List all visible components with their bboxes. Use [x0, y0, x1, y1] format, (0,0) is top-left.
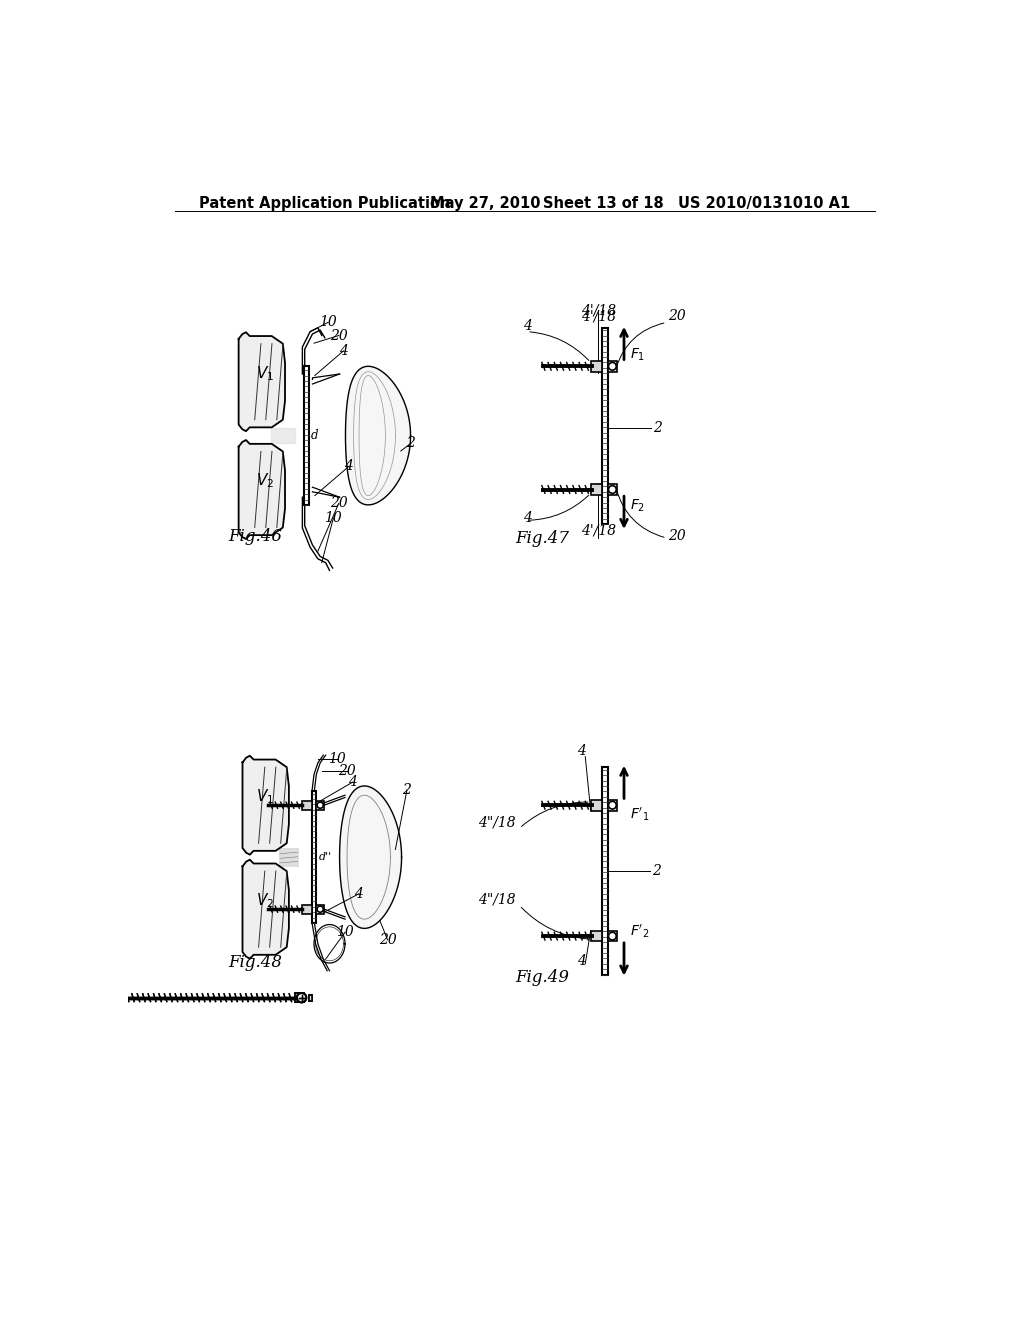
- Circle shape: [608, 486, 616, 494]
- Circle shape: [608, 932, 616, 940]
- Bar: [607, 931, 617, 941]
- Text: 4"/18: 4"/18: [478, 816, 515, 830]
- Text: 4: 4: [577, 954, 586, 969]
- Text: 20: 20: [379, 933, 396, 946]
- Polygon shape: [340, 785, 401, 928]
- Polygon shape: [239, 440, 285, 539]
- Text: d'': d'': [318, 853, 332, 862]
- Bar: [280, 847, 299, 867]
- Text: 4'/18: 4'/18: [581, 309, 616, 323]
- Bar: [302, 800, 311, 810]
- Bar: [295, 993, 304, 1002]
- Text: 2: 2: [653, 421, 663, 434]
- Circle shape: [317, 906, 324, 912]
- Polygon shape: [239, 333, 285, 432]
- Text: $V_1$: $V_1$: [256, 787, 274, 807]
- Text: $V_2$: $V_2$: [256, 471, 274, 490]
- Bar: [591, 800, 601, 810]
- Bar: [601, 767, 607, 974]
- Text: 4"/18: 4"/18: [478, 892, 515, 907]
- Polygon shape: [345, 367, 411, 504]
- Text: $F_2$: $F_2$: [630, 498, 645, 513]
- Polygon shape: [243, 756, 289, 854]
- Text: 4: 4: [348, 775, 357, 789]
- Text: 4'/18: 4'/18: [581, 523, 616, 537]
- Bar: [302, 904, 311, 913]
- Polygon shape: [271, 428, 295, 444]
- Text: $F_1$: $F_1$: [630, 347, 645, 363]
- Circle shape: [297, 993, 306, 1002]
- Bar: [311, 792, 316, 923]
- Bar: [607, 800, 617, 810]
- Text: d: d: [311, 429, 318, 442]
- Text: 10: 10: [336, 925, 354, 940]
- Text: 20: 20: [330, 496, 348, 511]
- Bar: [308, 995, 312, 1001]
- Text: Fig.49: Fig.49: [515, 969, 569, 986]
- Text: 4'/18: 4'/18: [581, 304, 616, 318]
- Text: Fig.48: Fig.48: [228, 954, 283, 972]
- Text: Fig.47: Fig.47: [515, 531, 569, 548]
- Bar: [601, 327, 607, 524]
- Text: May 27, 2010: May 27, 2010: [430, 195, 541, 211]
- Circle shape: [608, 363, 616, 370]
- Circle shape: [317, 803, 324, 808]
- Text: 2: 2: [407, 437, 416, 450]
- Text: 4: 4: [339, 345, 348, 358]
- Text: Sheet 13 of 18: Sheet 13 of 18: [543, 195, 664, 211]
- Circle shape: [608, 801, 616, 809]
- Text: 4: 4: [523, 511, 532, 525]
- Bar: [304, 367, 308, 506]
- Bar: [308, 995, 312, 1001]
- Bar: [316, 800, 324, 810]
- Text: 2: 2: [652, 863, 660, 878]
- Text: Fig.46: Fig.46: [228, 528, 283, 545]
- Text: Patent Application Publication: Patent Application Publication: [200, 195, 451, 211]
- Text: $V_1$: $V_1$: [256, 364, 274, 383]
- Bar: [591, 484, 601, 495]
- Bar: [316, 904, 324, 913]
- Bar: [607, 360, 617, 372]
- Bar: [295, 993, 304, 1002]
- Text: 20: 20: [669, 309, 686, 323]
- Text: $V_2$: $V_2$: [256, 891, 274, 909]
- Bar: [591, 360, 601, 372]
- Text: 4: 4: [344, 459, 353, 474]
- Text: 4: 4: [354, 887, 364, 900]
- Text: 20: 20: [330, 329, 348, 342]
- Text: $F'_1$: $F'_1$: [630, 805, 649, 822]
- Text: $F'_2$: $F'_2$: [630, 923, 649, 940]
- Text: 2: 2: [402, 783, 412, 797]
- Text: 10: 10: [319, 315, 337, 330]
- Bar: [591, 931, 601, 941]
- Text: 4: 4: [523, 319, 532, 333]
- Text: 20: 20: [669, 529, 686, 544]
- Text: 4: 4: [577, 744, 586, 758]
- Text: 20: 20: [339, 763, 356, 777]
- Text: US 2010/0131010 A1: US 2010/0131010 A1: [678, 195, 851, 211]
- Text: 10: 10: [325, 511, 342, 525]
- Circle shape: [297, 993, 306, 1002]
- Text: 10: 10: [329, 752, 346, 766]
- Polygon shape: [243, 859, 289, 958]
- Bar: [607, 484, 617, 495]
